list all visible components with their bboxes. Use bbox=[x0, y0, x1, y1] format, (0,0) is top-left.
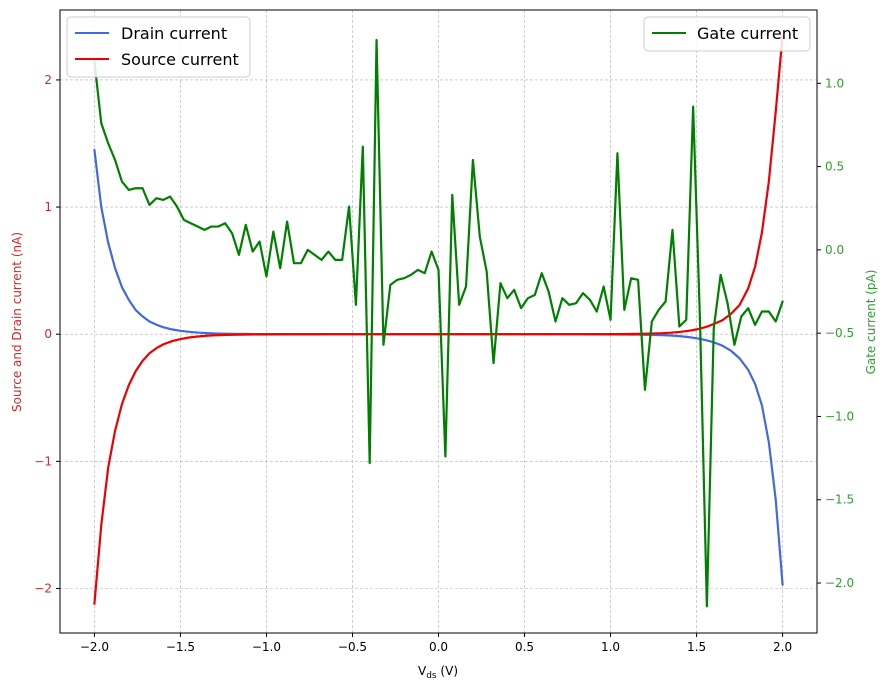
y-axis-left: −2 −1 0 1 2 bbox=[34, 73, 60, 596]
x-tick-label: 2.0 bbox=[773, 640, 792, 654]
x-axis-label-unit: (V) bbox=[437, 664, 458, 678]
y-axis-right: −2.0 −1.5 −1.0 −0.5 0.0 0.5 1.0 bbox=[817, 76, 854, 590]
legend-source-label: Source current bbox=[121, 50, 239, 69]
legend-gate-label: Gate current bbox=[697, 24, 798, 43]
y-left-tick-label: 0 bbox=[44, 327, 52, 341]
x-tick-label: 0.0 bbox=[429, 640, 448, 654]
x-axis-label-sub: ds bbox=[426, 671, 437, 681]
x-tick-label: 1.0 bbox=[601, 640, 620, 654]
x-axis-label-main: V bbox=[418, 664, 427, 678]
y-left-tick-label: −2 bbox=[34, 582, 52, 596]
x-tick-label: −0.5 bbox=[338, 640, 367, 654]
legend-right: Gate current bbox=[643, 16, 811, 52]
y-right-tick-label: −2.0 bbox=[825, 576, 854, 590]
legend-drain-label: Drain current bbox=[121, 24, 227, 43]
grid bbox=[60, 10, 817, 633]
x-tick-label: 1.5 bbox=[687, 640, 706, 654]
y-right-tick-label: −0.5 bbox=[825, 326, 854, 340]
y-left-tick-label: 2 bbox=[44, 73, 52, 87]
y-axis-left-label: Source and Drain current (nA) bbox=[10, 232, 24, 412]
gate-current-line bbox=[93, 38, 784, 608]
series-layer bbox=[93, 34, 784, 608]
x-tick-label: 0.5 bbox=[515, 640, 534, 654]
y-left-tick-label: 1 bbox=[44, 200, 52, 214]
y-right-tick-label: 0.0 bbox=[825, 243, 844, 257]
legend-right-box bbox=[643, 16, 811, 52]
source-current-line bbox=[93, 34, 784, 605]
x-tick-label: −1.0 bbox=[252, 640, 281, 654]
y-right-tick-label: −1.5 bbox=[825, 493, 854, 507]
legend-left-box bbox=[66, 16, 251, 78]
y-right-tick-label: −1.0 bbox=[825, 409, 854, 423]
y-axis-right-label: Gate current (pA) bbox=[864, 270, 878, 375]
y-right-tick-label: 1.0 bbox=[825, 76, 844, 90]
legend-left: Drain current Source current bbox=[66, 16, 251, 78]
y-left-tick-label: −1 bbox=[34, 454, 52, 468]
x-tick-label: −1.5 bbox=[166, 640, 195, 654]
x-axis-label: Vds (V) bbox=[418, 664, 458, 681]
x-axis: −2.0 −1.5 −1.0 −0.5 0.0 0.5 1.0 1.5 2.0 bbox=[80, 633, 792, 654]
y-right-tick-label: 0.5 bbox=[825, 160, 844, 174]
x-tick-label: −2.0 bbox=[80, 640, 109, 654]
